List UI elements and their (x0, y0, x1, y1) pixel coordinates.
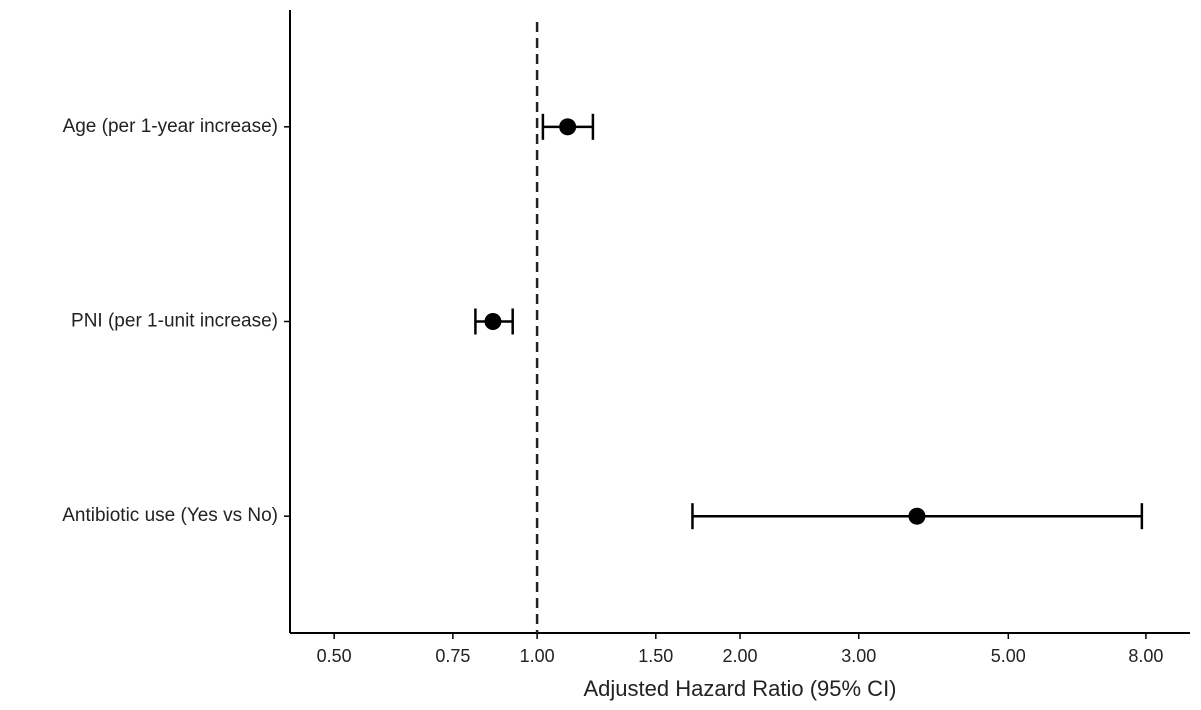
point (559, 118, 577, 136)
y-tick-label: Antibiotic use (Yes vs No) (62, 505, 278, 526)
x-axis-label: Adjusted Hazard Ratio (95% CI) (583, 676, 896, 701)
x-tick-label: 8.00 (1128, 646, 1163, 666)
x-tick-label: 0.50 (317, 646, 352, 666)
y-tick-label: PNI (per 1-unit increase) (71, 311, 278, 332)
y-tick-label: Age (per 1-year increase) (63, 116, 278, 137)
point (484, 313, 502, 330)
x-tick-label: 3.00 (841, 646, 876, 666)
x-tick-label: 1.00 (520, 646, 555, 666)
x-tick-label: 1.50 (638, 646, 673, 666)
x-tick-label: 0.75 (435, 646, 470, 666)
x-tick-label: 2.00 (723, 646, 758, 666)
x-tick-label: 5.00 (991, 646, 1026, 666)
point (908, 507, 926, 525)
